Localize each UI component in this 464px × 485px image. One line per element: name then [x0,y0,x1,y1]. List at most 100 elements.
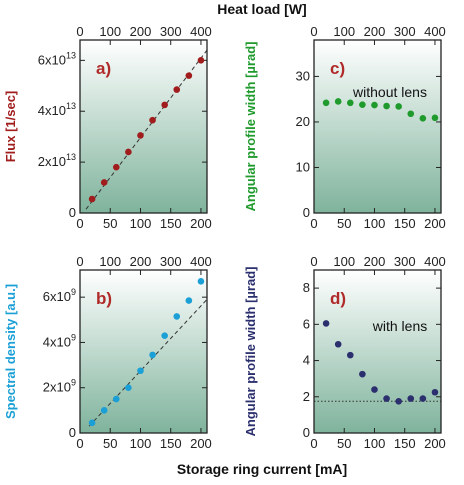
data-point [419,115,427,122]
data-point [137,132,144,139]
y-tick-mantissa: 8 [303,280,310,295]
top-tick-label: 200 [130,254,152,269]
y-axis-label: Spectral density [a.u.] [3,284,18,419]
data-point [100,407,108,414]
data-point [137,367,144,375]
x-tick-label: 200 [424,216,446,231]
plot-frame [79,269,208,434]
y-tick-label: 6x109 [43,287,76,304]
data-point [173,313,181,320]
y-tick-label: 6 [303,316,310,331]
x-tick-label: 200 [424,436,446,451]
y-tick-mantissa: 2 [303,389,310,404]
y-tick-mantissa: 10 [296,159,310,174]
x-tick-label: 50 [103,436,117,451]
heat-load-axis-label: Heat load [W] [217,1,306,17]
data-point [431,388,439,396]
y-tick-mantissa: 6x10 [43,289,71,304]
y-tick-mantissa: 6 [303,316,310,331]
panel-annotation: with lens [372,318,427,334]
top-tick-label: 0 [310,24,317,39]
x-tick-label: 50 [337,216,351,231]
panel-annotation: without lens [352,84,427,100]
y-tick-label: 30 [296,68,310,83]
panel-label: a) [96,59,111,78]
y-tick-mantissa: 30 [296,68,310,83]
data-point [149,116,156,124]
x-tick-label: 100 [130,216,152,231]
data-point [346,351,354,359]
y-tick-mantissa: 20 [296,114,310,129]
y-tick-mantissa: 0 [69,425,76,440]
data-point [161,332,168,339]
x-tick-label: 150 [160,216,182,231]
data-point [112,395,120,403]
data-point [125,384,132,392]
panel-label: c) [330,59,345,78]
y-tick-label: 0 [303,425,310,440]
data-point [185,72,193,79]
top-tick-label: 100 [99,24,121,39]
y-axis-label: Angular profile width [µrad] [243,267,258,437]
top-tick-label: 100 [333,24,355,39]
y-tick-label: 8 [303,280,310,295]
data-point [149,351,156,359]
y-tick-label: 0 [303,205,310,220]
y-tick-mantissa: 4x10 [43,334,71,349]
y-tick-label: 0 [69,425,76,440]
fit-line [88,299,208,427]
x-tick-label: 100 [130,436,152,451]
data-point [112,163,120,171]
y-tick-label: 4x109 [43,332,76,349]
data-point [383,395,390,402]
y-tick-label: 2x109 [43,378,76,395]
y-axis-label: Flux [1/sec] [3,91,18,163]
x-tick-label: 0 [76,436,83,451]
fit-line [85,49,208,210]
top-tick-label: 400 [190,24,212,39]
top-tick-label: 300 [160,24,182,39]
top-tick-label: 200 [364,24,386,39]
plot-frame [313,39,442,214]
x-tick-label: 0 [310,216,317,231]
plot-background [80,270,207,433]
data-point [100,179,108,186]
y-tick-label: 4x1013 [38,101,76,118]
x-tick-label: 50 [103,216,117,231]
x-tick-label: 0 [310,436,317,451]
y-tick-exponent: 9 [71,378,76,388]
data-point [395,398,402,405]
data-point [407,395,415,402]
panel-label: d) [330,289,346,308]
y-tick-mantissa: 0 [69,205,76,220]
x-tick-label: 150 [160,436,182,451]
y-tick-mantissa: 0 [303,425,310,440]
top-tick-label: 100 [333,254,355,269]
data-point [371,386,378,393]
plot-frame [313,269,442,434]
data-point [185,297,193,304]
y-tick-exponent: 9 [71,332,76,342]
data-point [359,101,366,108]
top-tick-label: 0 [310,254,317,269]
data-point [346,99,354,107]
data-point [125,148,132,156]
y-tick-mantissa: 2x10 [38,154,66,169]
y-tick-label: 4 [303,353,310,368]
x-tick-label: 100 [364,216,386,231]
data-point [431,114,439,122]
data-point [371,101,378,109]
panel-c: 0 50 100 150 200 0 100 200 300 400 0 10 20 30 Angular … [243,24,446,231]
panel-label: b) [96,289,112,308]
data-point [334,340,342,348]
y-tick-mantissa: 4 [303,353,310,368]
top-tick-label: 300 [160,254,182,269]
y-tick-label: 20 [296,114,310,129]
data-point [395,103,402,110]
y-tick-label: 2 [303,389,310,404]
top-tick-label: 400 [190,254,212,269]
y-tick-mantissa: 0 [303,205,310,220]
plot-background [80,40,207,213]
data-point [173,86,181,93]
